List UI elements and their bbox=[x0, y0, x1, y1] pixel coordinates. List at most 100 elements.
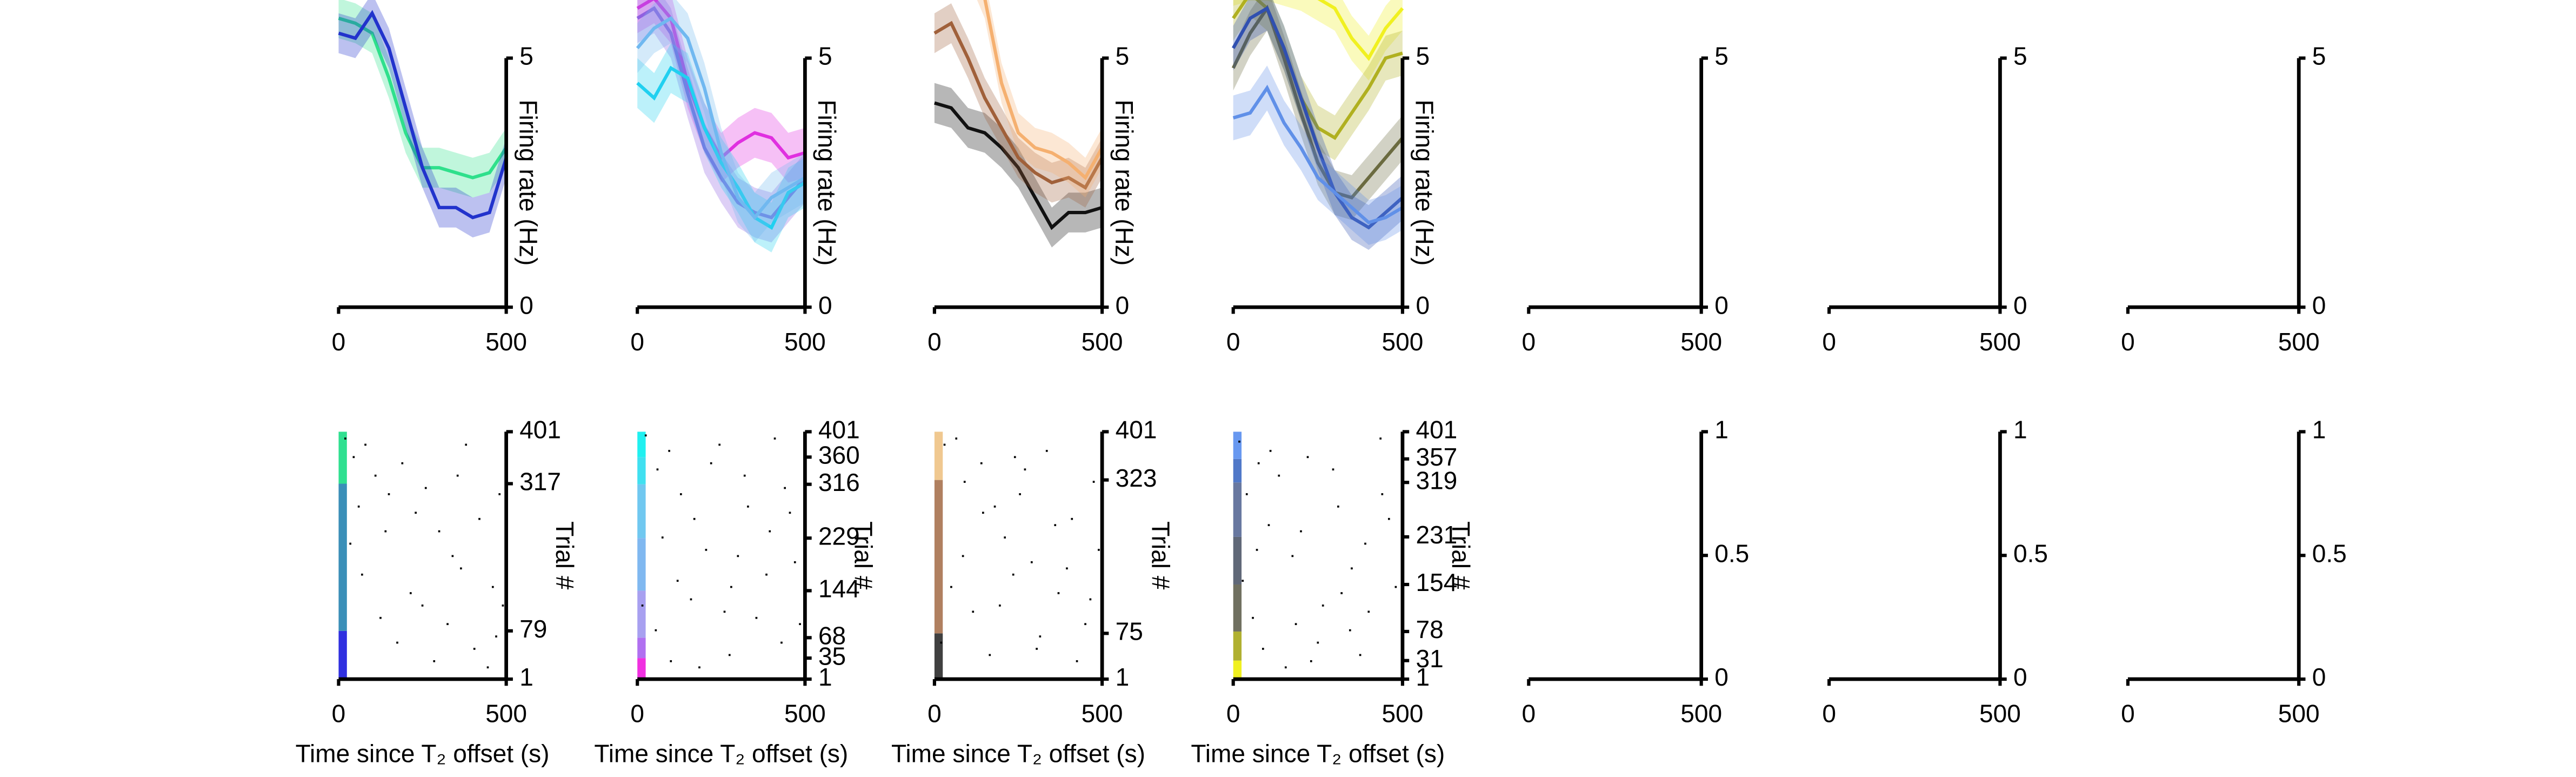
y-tick-label: 5 bbox=[1116, 42, 1130, 70]
spike bbox=[955, 437, 958, 440]
x-tick-label: 500 bbox=[1979, 700, 2021, 728]
y-tick-label: 5 bbox=[519, 42, 533, 70]
spike bbox=[1238, 440, 1240, 443]
y-tick-label: 0 bbox=[1116, 291, 1130, 319]
spike bbox=[1039, 635, 1042, 637]
condition-bar bbox=[637, 538, 646, 591]
spike bbox=[1284, 666, 1287, 669]
spike bbox=[661, 536, 664, 539]
spike bbox=[656, 468, 659, 471]
spike bbox=[1076, 660, 1078, 662]
spike bbox=[962, 555, 964, 557]
spike bbox=[1306, 456, 1309, 459]
spike bbox=[1322, 605, 1324, 607]
x-axis-label: Time since T₂ offset (s) bbox=[891, 739, 1145, 767]
error-band bbox=[1233, 0, 1403, 161]
panel: 0 500 0 5 Firing rate (Hz) bbox=[630, 0, 841, 356]
x-tick-label: 0 bbox=[630, 328, 644, 356]
condition-bar bbox=[1233, 584, 1242, 632]
x-axis-label: Time since T₂ offset (s) bbox=[594, 739, 848, 767]
condition-bar bbox=[934, 633, 943, 679]
spike bbox=[644, 434, 647, 437]
spike bbox=[495, 635, 497, 637]
spike bbox=[1364, 542, 1366, 545]
spike bbox=[415, 512, 417, 514]
panel: 0 500 1 75 323 401 Trial # Time since T₂ offset… bbox=[891, 416, 1174, 768]
y-tick-label: 0 bbox=[2312, 291, 2326, 319]
y-tick-label: 319 bbox=[1416, 466, 1457, 494]
condition-bar bbox=[637, 658, 646, 679]
y-tick-label: 0 bbox=[519, 291, 533, 319]
x-tick-label: 500 bbox=[1382, 700, 1423, 728]
line bbox=[338, 10, 508, 220]
spike bbox=[972, 610, 975, 613]
y-tick-label: 35 bbox=[818, 642, 846, 670]
x-tick-label: 500 bbox=[1082, 700, 1123, 728]
error-band bbox=[1233, 0, 1403, 250]
panel: 0 500 0 5 Firing rate (Hz) bbox=[332, 0, 542, 356]
y-tick-label: 0 bbox=[818, 291, 832, 319]
line bbox=[636, 6, 806, 220]
line bbox=[933, 21, 1104, 190]
panel: 0 500 0 0.5 1 bbox=[1521, 416, 1749, 728]
spike bbox=[1066, 567, 1068, 570]
line bbox=[636, 0, 806, 161]
x-tick-label: 0 bbox=[630, 700, 644, 728]
y-tick-label: 1 bbox=[2013, 416, 2027, 444]
x-tick-label: 0 bbox=[1521, 700, 1536, 728]
y-tick-label: 323 bbox=[1116, 464, 1157, 492]
spike bbox=[943, 443, 946, 446]
condition-bar bbox=[934, 480, 943, 634]
spike bbox=[344, 437, 346, 440]
x-tick-label: 500 bbox=[2278, 700, 2320, 728]
y-tick-label: 0 bbox=[1714, 663, 1729, 691]
spike bbox=[388, 493, 390, 495]
spike bbox=[349, 542, 352, 545]
x-tick-label: 500 bbox=[2278, 328, 2320, 356]
spike bbox=[641, 605, 644, 607]
spike bbox=[1381, 493, 1384, 495]
spike bbox=[1004, 536, 1006, 539]
x-tick-label: 500 bbox=[784, 700, 826, 728]
spike bbox=[705, 549, 708, 551]
x-tick-label: 0 bbox=[927, 700, 942, 728]
spike bbox=[1388, 517, 1390, 520]
error-band bbox=[977, 0, 1103, 198]
spike bbox=[1013, 456, 1016, 459]
spike bbox=[1084, 623, 1086, 626]
spike bbox=[999, 605, 1001, 607]
spike bbox=[1257, 462, 1260, 464]
spike bbox=[737, 555, 739, 557]
spike bbox=[1242, 580, 1244, 582]
spike bbox=[384, 530, 387, 533]
spike bbox=[451, 555, 454, 557]
spike bbox=[374, 474, 377, 477]
line bbox=[636, 65, 806, 230]
x-tick-label: 500 bbox=[1082, 328, 1123, 356]
panel: 0 500 0 0.5 1 bbox=[2121, 416, 2347, 728]
y-tick-label: 154 bbox=[1416, 568, 1457, 596]
spike bbox=[1310, 660, 1312, 662]
spike bbox=[789, 512, 791, 514]
x-tick-label: 500 bbox=[784, 328, 826, 356]
line bbox=[1232, 84, 1404, 224]
spike bbox=[465, 443, 468, 446]
line bbox=[934, 101, 1103, 230]
spike bbox=[799, 623, 801, 626]
spike bbox=[352, 456, 355, 459]
line bbox=[1231, 4, 1404, 200]
spike bbox=[769, 530, 771, 533]
y-tick-label: 5 bbox=[2013, 42, 2027, 70]
y-axis-label: Trial # bbox=[1447, 521, 1475, 590]
spike bbox=[379, 616, 382, 619]
x-tick-label: 500 bbox=[1680, 328, 1722, 356]
y-tick-label: 401 bbox=[1416, 416, 1457, 444]
spike bbox=[1349, 629, 1351, 632]
y-axis-label: Trial # bbox=[551, 521, 579, 590]
x-tick-label: 500 bbox=[1382, 328, 1423, 356]
y-tick-label: 317 bbox=[519, 468, 561, 496]
spike bbox=[424, 487, 427, 489]
spike bbox=[1359, 654, 1362, 656]
